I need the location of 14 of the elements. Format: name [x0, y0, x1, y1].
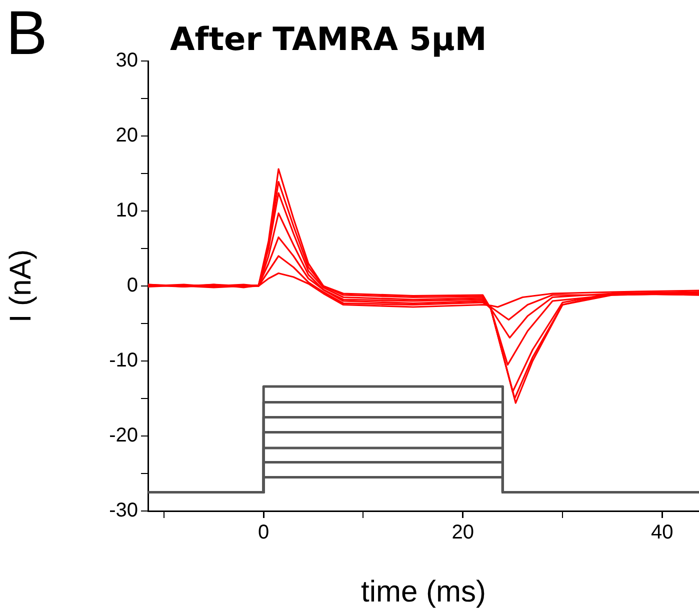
x-tick-label: 20 [452, 522, 474, 544]
y-tick-label: -10 [109, 350, 138, 372]
text: B [6, 0, 48, 70]
x-tick-label: 40 [651, 522, 674, 544]
chart-title: After TAMRA 5μM [170, 20, 487, 58]
x-tick-label: 0 [258, 522, 270, 544]
y-tick-label: -30 [109, 500, 138, 522]
y-tick-label: 0 [126, 274, 138, 297]
y-tick-label: 10 [116, 200, 138, 222]
y-tick-label: 20 [116, 124, 138, 147]
y-axis-title: I (nA) [4, 249, 38, 323]
y-tick-label: 30 [116, 50, 138, 72]
x-axis-title: time (ms) [361, 575, 486, 608]
y-tick-label: -20 [109, 424, 138, 447]
